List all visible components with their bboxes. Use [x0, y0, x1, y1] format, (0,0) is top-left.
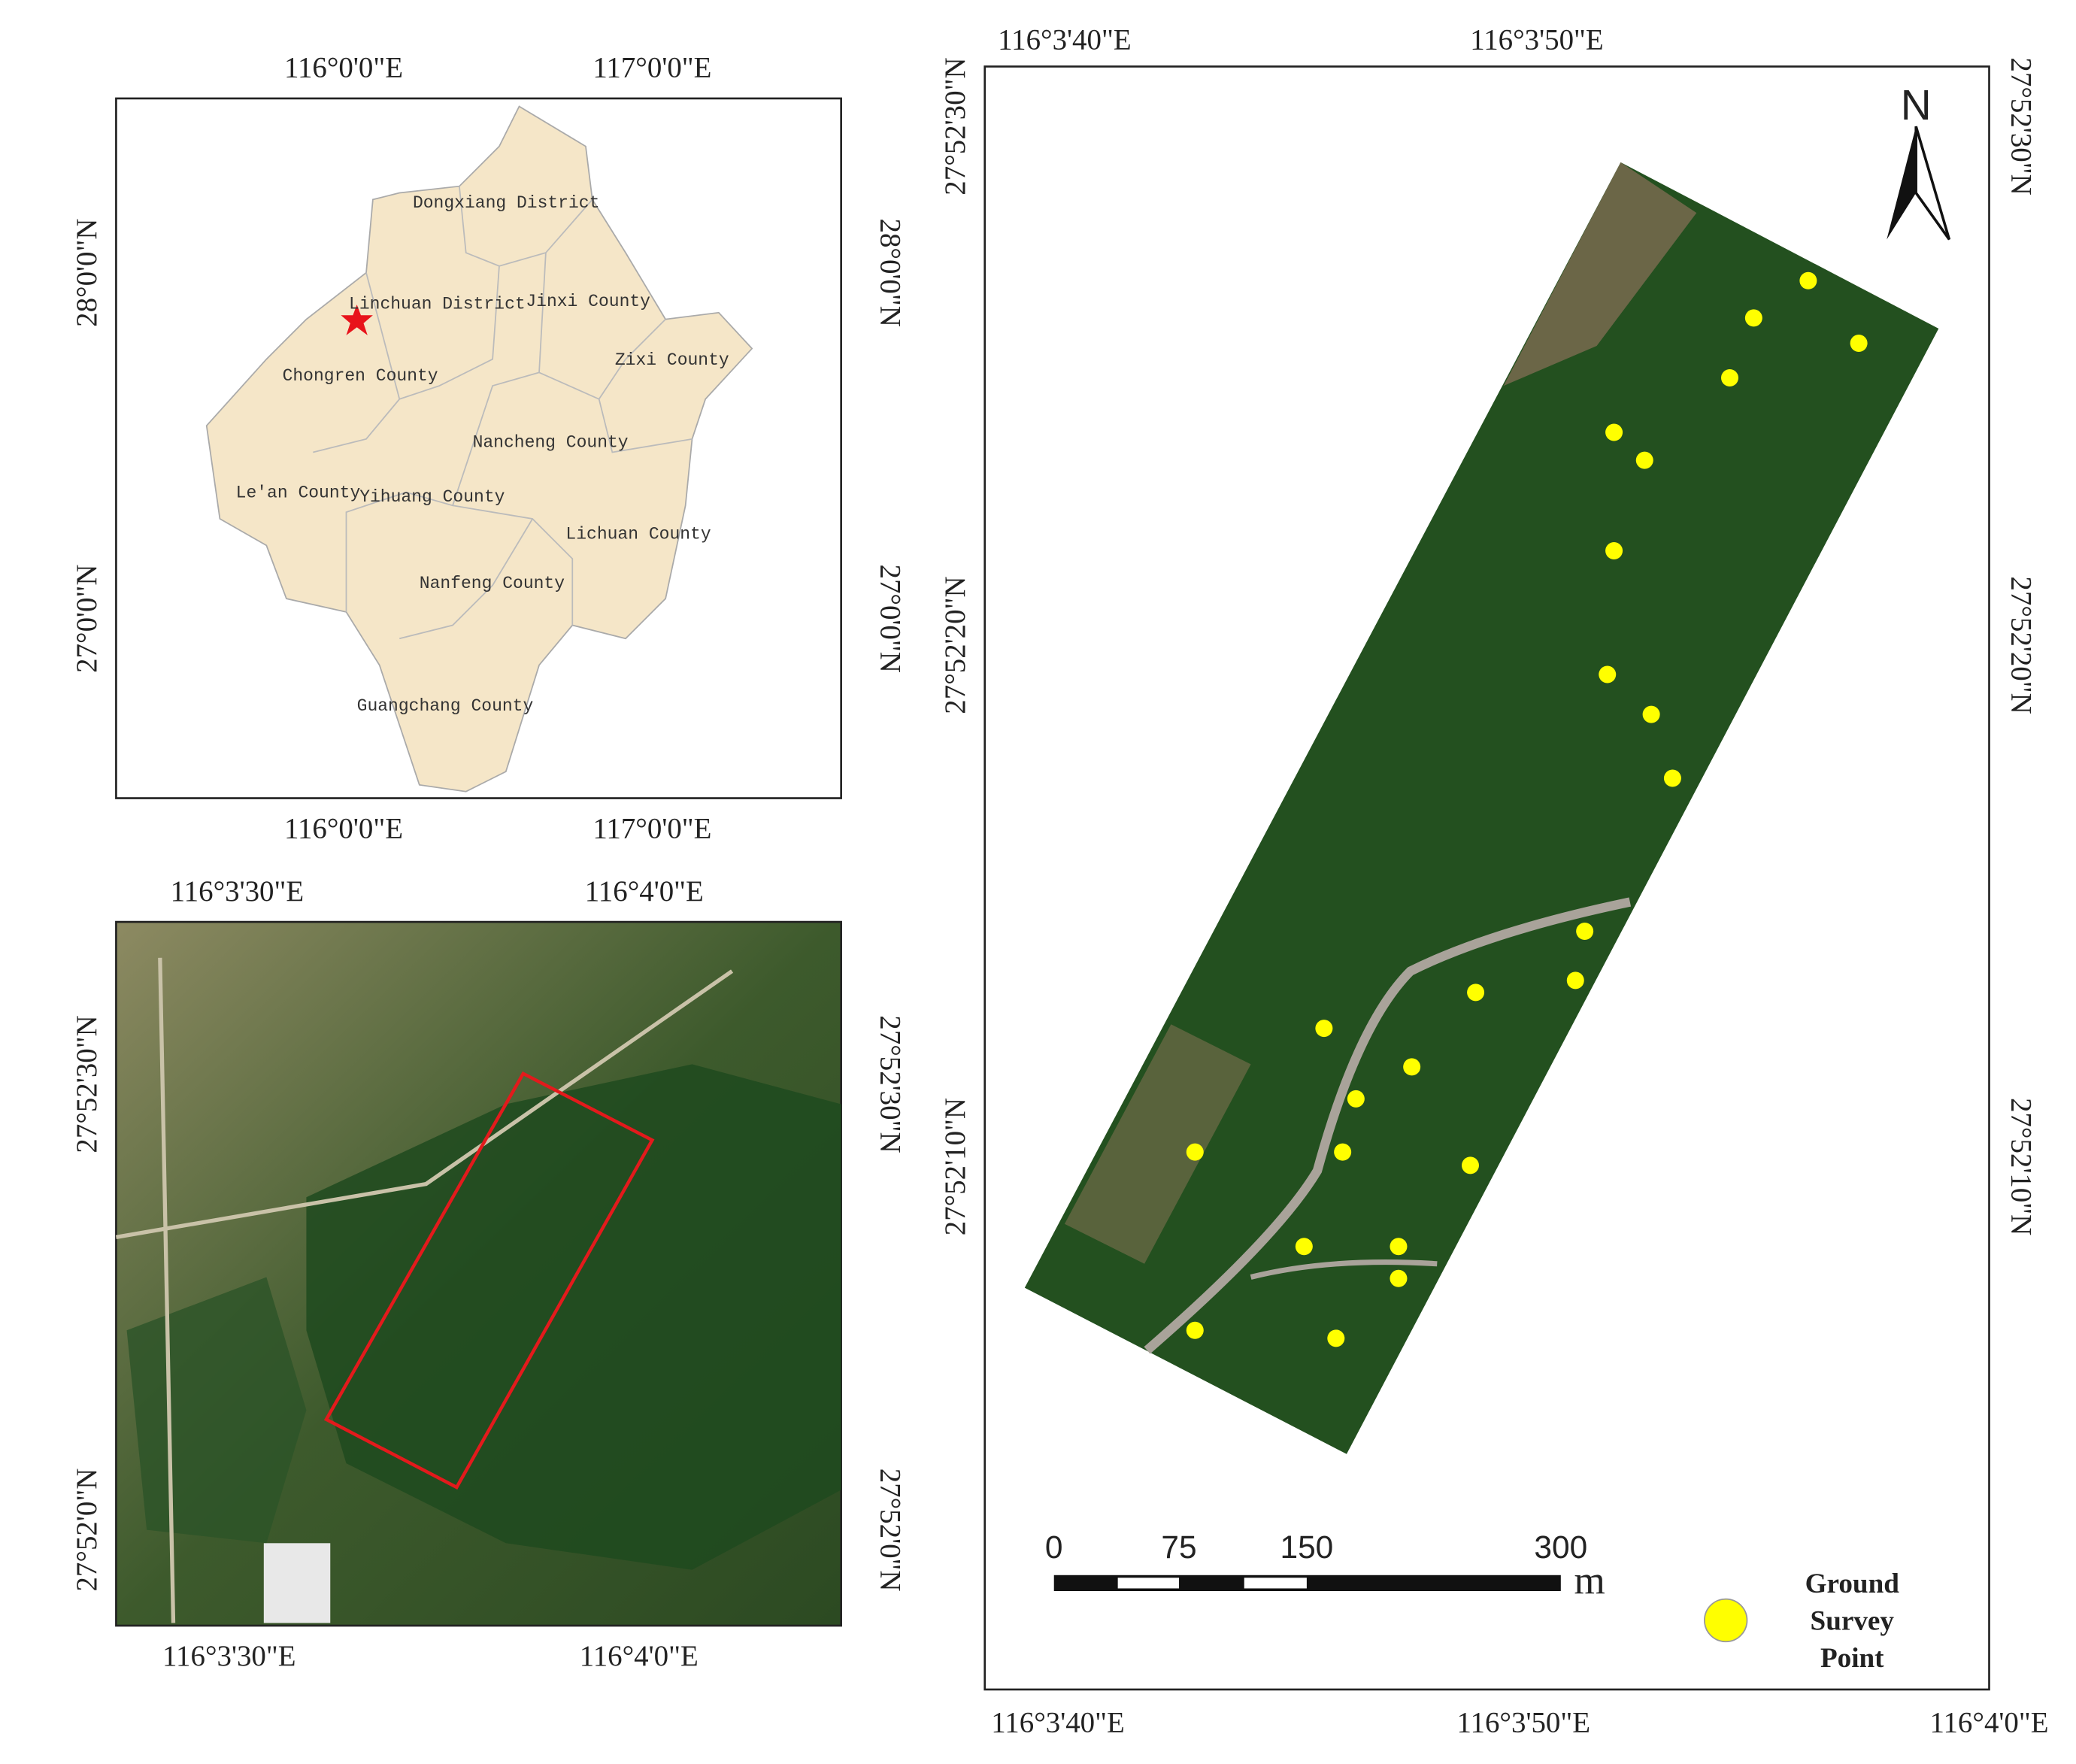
lat-label: 27°52'10"N: [939, 1098, 971, 1235]
legend: Ground Survey Point: [1704, 1569, 1900, 1674]
lon-label: 116°4'0"E: [1929, 1707, 2048, 1739]
lon-label: 116°0'0"E: [284, 813, 403, 845]
county-label: Nancheng County: [473, 432, 629, 452]
county-label: Dongxiang District: [413, 193, 599, 213]
lat-label: 27°52'30"N: [874, 1015, 907, 1153]
legend-label: Point: [1820, 1643, 1884, 1674]
road: [1250, 1259, 1438, 1280]
survey-points: [1186, 271, 1868, 1347]
county-label: Linchuan District: [349, 294, 526, 314]
lat-label: 27°0'0"N: [71, 565, 103, 673]
lon-label: 116°4'0"E: [585, 875, 704, 908]
lat-label: 28°0'0"N: [874, 219, 907, 327]
north-arrow: N: [1887, 81, 1951, 241]
road: [115, 957, 734, 1623]
lat-label: 27°52'10"N: [2005, 1098, 2038, 1235]
lon-label: 117°0'0"E: [592, 52, 711, 84]
county-borders: [313, 186, 693, 640]
county-label: Zixi County: [615, 350, 729, 370]
lon-label: 116°3'30"E: [162, 1640, 296, 1672]
star: [341, 305, 373, 335]
lon-label: 116°3'50"E: [1470, 23, 1604, 56]
scale-bar: 0 75 150 300 m: [1045, 1529, 1605, 1603]
scale-label: 150: [1280, 1529, 1333, 1565]
lon-label: 116°4'0"E: [580, 1640, 699, 1672]
lon-label: 116°3'40"E: [998, 23, 1132, 56]
lon-label: 116°3'40"E: [991, 1707, 1125, 1739]
scale-label: 300: [1534, 1529, 1587, 1565]
north-label: N: [1901, 81, 1932, 129]
county-label: Chongren County: [283, 366, 438, 386]
bare-land: [1064, 1024, 1251, 1264]
lat-label: 27°52'20"N: [2005, 576, 2038, 714]
lat-label: 27°0'0"N: [874, 565, 907, 673]
lat-label: 28°0'0"N: [71, 219, 103, 327]
forest: [306, 1064, 841, 1570]
greenhouse: [263, 1543, 331, 1623]
study-area-outline: [323, 1071, 655, 1490]
lat-label: 27°52'0"N: [874, 1468, 907, 1592]
uav-image: [1024, 162, 1939, 1454]
lat-label: 27°52'30"N: [939, 57, 971, 195]
lat-label: 27°52'20"N: [939, 576, 971, 714]
county-label: Jinxi County: [526, 292, 650, 311]
legend-symbol: [1704, 1598, 1748, 1643]
county-label: Yihuang County: [359, 487, 505, 507]
study-area-map: N 0 75 150 300 m Ground Survey Point 116…: [939, 23, 2048, 1738]
lon-label: 116°3'50"E: [1457, 1707, 1590, 1739]
lat-label: 27°52'30"N: [71, 1015, 103, 1153]
overview-map: 116°0'0"E 117°0'0"E 116°0'0"E 117°0'0"E …: [71, 52, 907, 845]
scale-label: 0: [1045, 1529, 1063, 1565]
county-area: [205, 105, 753, 793]
county-label: Nanfeng County: [420, 574, 565, 593]
county-label: Guangchang County: [357, 696, 534, 716]
legend-label: Survey: [1811, 1605, 1895, 1636]
lon-label: 116°0'0"E: [284, 52, 403, 84]
road: [1144, 897, 1632, 1354]
bare-land: [1503, 162, 1697, 386]
lon-label: 117°0'0"E: [592, 813, 711, 845]
scale-label: 75: [1161, 1529, 1196, 1565]
county-label: Le'an County: [236, 483, 361, 503]
lon-label: 116°3'30"E: [171, 875, 305, 908]
legend-label: Ground: [1805, 1569, 1900, 1599]
lat-label: 27°52'30"N: [2005, 57, 2038, 195]
county-label: Lichuan County: [565, 525, 711, 544]
lat-label: 27°52'0"N: [71, 1468, 103, 1592]
local-map: 116°3'30"E 116°4'0"E 116°3'30"E 116°4'0"…: [71, 875, 907, 1672]
scale-unit: m: [1574, 1559, 1605, 1603]
